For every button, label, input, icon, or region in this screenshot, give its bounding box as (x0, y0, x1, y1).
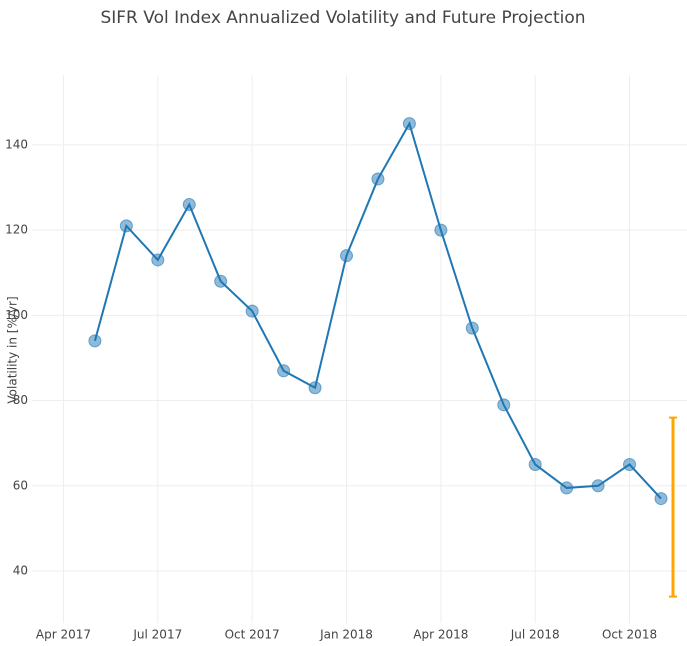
marker (308, 381, 322, 395)
marker (402, 117, 416, 131)
x-tick-label: Jan 2018 (319, 628, 373, 642)
y-tick-label: 60 (13, 478, 28, 492)
marker (497, 398, 511, 412)
chart-title: SIFR Vol Index Annualized Volatility and… (100, 8, 585, 28)
y-tick-label: 80 (13, 393, 28, 407)
marker (214, 274, 228, 288)
marker (88, 334, 102, 348)
marker (465, 321, 479, 335)
y-axis-title: Volatility in [%/yr] (6, 296, 20, 403)
marker (591, 479, 605, 493)
marker (654, 492, 668, 506)
marker (623, 457, 637, 471)
marker (560, 481, 574, 495)
x-tick-label: Oct 2018 (602, 628, 657, 642)
x-tick-label: Oct 2017 (225, 628, 280, 642)
x-tick-label: Apr 2018 (413, 628, 468, 642)
marker (119, 219, 133, 233)
y-tick-label: 120 (5, 223, 28, 237)
x-tick-label: Jul 2018 (510, 628, 560, 642)
marker (277, 364, 291, 378)
marker (245, 304, 259, 318)
marker (340, 249, 353, 263)
marker (434, 223, 448, 237)
y-tick-label: 100 (5, 308, 28, 322)
x-tick-label: Jul 2017 (132, 628, 182, 642)
marker (182, 198, 196, 212)
y-tick-label: 40 (13, 564, 28, 578)
marker (151, 253, 165, 267)
x-tick-label: Apr 2017 (36, 628, 91, 642)
marker (371, 172, 385, 186)
y-tick-label: 140 (5, 137, 28, 151)
marker (528, 457, 542, 471)
